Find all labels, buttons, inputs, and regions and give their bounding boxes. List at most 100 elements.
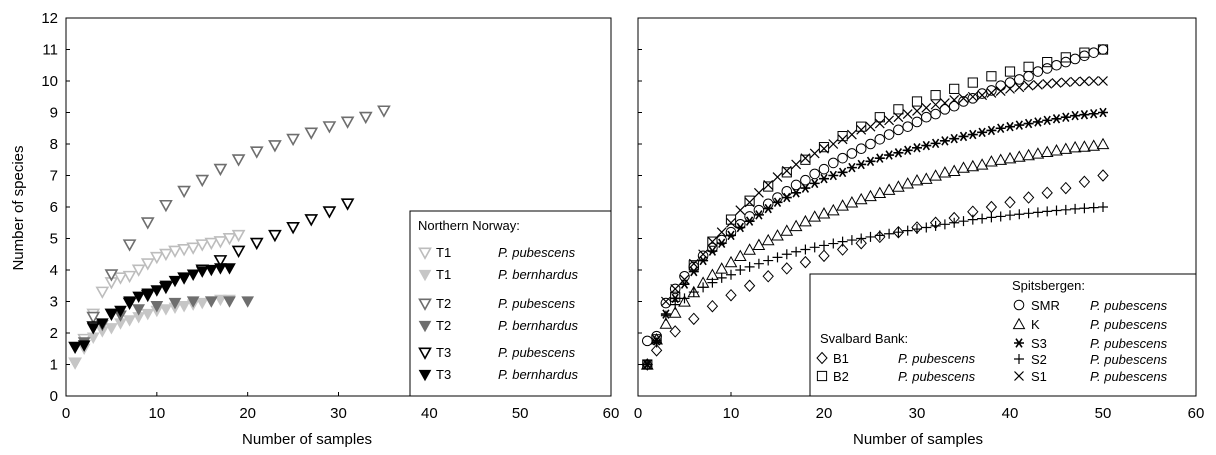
left-legend-species: P. pubescens xyxy=(498,345,576,360)
right-data-point xyxy=(1042,78,1053,89)
left-legend-species: P. bernhardus xyxy=(498,367,578,382)
left-data-point xyxy=(122,270,137,284)
right-data-point xyxy=(1040,145,1054,158)
right-data-point xyxy=(1088,76,1099,86)
right-data-point xyxy=(985,200,998,214)
right-data-point xyxy=(725,226,737,238)
right-data-point xyxy=(986,212,997,223)
right-data-point xyxy=(1060,204,1071,215)
right-data-point xyxy=(799,214,812,227)
left-legend-marker xyxy=(418,320,432,333)
right-x-tick-label: 60 xyxy=(1188,405,1205,422)
left-data-point xyxy=(340,198,355,211)
left-y-tick-label: 8 xyxy=(50,136,58,153)
right-data-point xyxy=(977,127,988,138)
right-data-point xyxy=(744,261,755,272)
right-data-point xyxy=(864,189,877,202)
right-data-point xyxy=(772,252,783,263)
left-x-tick-label: 50 xyxy=(512,405,529,422)
right-data-point xyxy=(884,150,895,160)
right-data-point xyxy=(791,159,802,170)
right-data-point xyxy=(865,138,876,150)
left-data-point xyxy=(268,229,282,243)
right-data-point xyxy=(902,145,913,156)
left-data-point xyxy=(195,266,209,278)
right-data-point xyxy=(1088,202,1099,213)
right-data-point xyxy=(855,143,867,155)
right-data-point xyxy=(744,216,755,226)
right-data-point xyxy=(809,168,821,180)
right-data-point xyxy=(678,295,691,307)
left-legend-marker xyxy=(418,347,432,360)
right-data-point xyxy=(893,227,904,238)
left-y-tick-label: 9 xyxy=(50,105,58,122)
right-legend-marker xyxy=(1013,299,1025,311)
right-data-point xyxy=(1050,144,1063,156)
right-data-point xyxy=(1078,175,1091,189)
right-data-point xyxy=(781,262,793,275)
right-data-point xyxy=(818,163,830,175)
left-y-tick-label: 3 xyxy=(50,294,58,311)
right-data-point xyxy=(1070,76,1081,87)
right-legend-species: P. pubescens xyxy=(898,369,976,384)
right-data-point xyxy=(902,121,914,132)
right-data-point xyxy=(1042,57,1053,68)
right-data-point xyxy=(995,86,1006,97)
right-data-point xyxy=(659,317,673,329)
right-data-point xyxy=(1060,112,1071,122)
right-x-tick-label: 30 xyxy=(909,405,926,422)
right-data-point xyxy=(819,173,829,184)
right-legend-box xyxy=(809,273,1197,397)
right-data-point xyxy=(819,240,829,251)
left-data-point xyxy=(213,163,228,177)
right-data-point xyxy=(781,249,792,260)
right-data-point xyxy=(763,181,774,192)
right-data-point xyxy=(808,210,822,222)
right-data-point xyxy=(939,136,950,146)
right-legend-marker xyxy=(1014,338,1024,348)
right-data-point xyxy=(743,279,756,292)
right-legend-code: B1 xyxy=(833,351,849,366)
right-data-point xyxy=(874,153,885,163)
right-data-point xyxy=(911,96,923,107)
right-data-point xyxy=(828,157,839,169)
right-data-point xyxy=(716,227,727,238)
right-data-point xyxy=(660,297,672,309)
right-data-point xyxy=(865,156,876,167)
right-data-point xyxy=(650,344,663,357)
right-data-point xyxy=(1098,76,1108,86)
right-data-point xyxy=(1060,52,1071,63)
right-data-point xyxy=(986,88,997,98)
right-data-point xyxy=(1042,115,1053,126)
right-data-point xyxy=(837,167,848,178)
right-data-point xyxy=(1014,74,1025,85)
left-legend-species: P. pubescens xyxy=(498,245,576,260)
right-data-point xyxy=(893,148,904,158)
left-data-point xyxy=(195,297,209,310)
right-data-point xyxy=(762,270,774,283)
right-data-point xyxy=(929,216,942,229)
right-series-6 xyxy=(642,44,1109,370)
right-data-point xyxy=(818,142,830,153)
right-data-point xyxy=(1079,76,1090,87)
right-data-point xyxy=(725,288,737,302)
right-data-point xyxy=(735,265,746,275)
right-data-point xyxy=(921,222,932,233)
right-data-point xyxy=(800,183,811,193)
left-legend-title: Northern Norway: xyxy=(418,218,520,233)
right-data-point xyxy=(902,109,913,119)
right-data-point xyxy=(930,138,941,149)
right-data-point xyxy=(994,153,1008,165)
right-legend-code: B2 xyxy=(833,369,849,384)
right-data-point xyxy=(771,229,784,241)
right-data-point xyxy=(1004,77,1016,88)
right-data-point xyxy=(761,233,775,246)
right-data-point xyxy=(828,139,839,149)
right-data-point xyxy=(1059,142,1073,154)
left-data-point xyxy=(322,206,337,219)
right-data-point xyxy=(791,246,802,257)
